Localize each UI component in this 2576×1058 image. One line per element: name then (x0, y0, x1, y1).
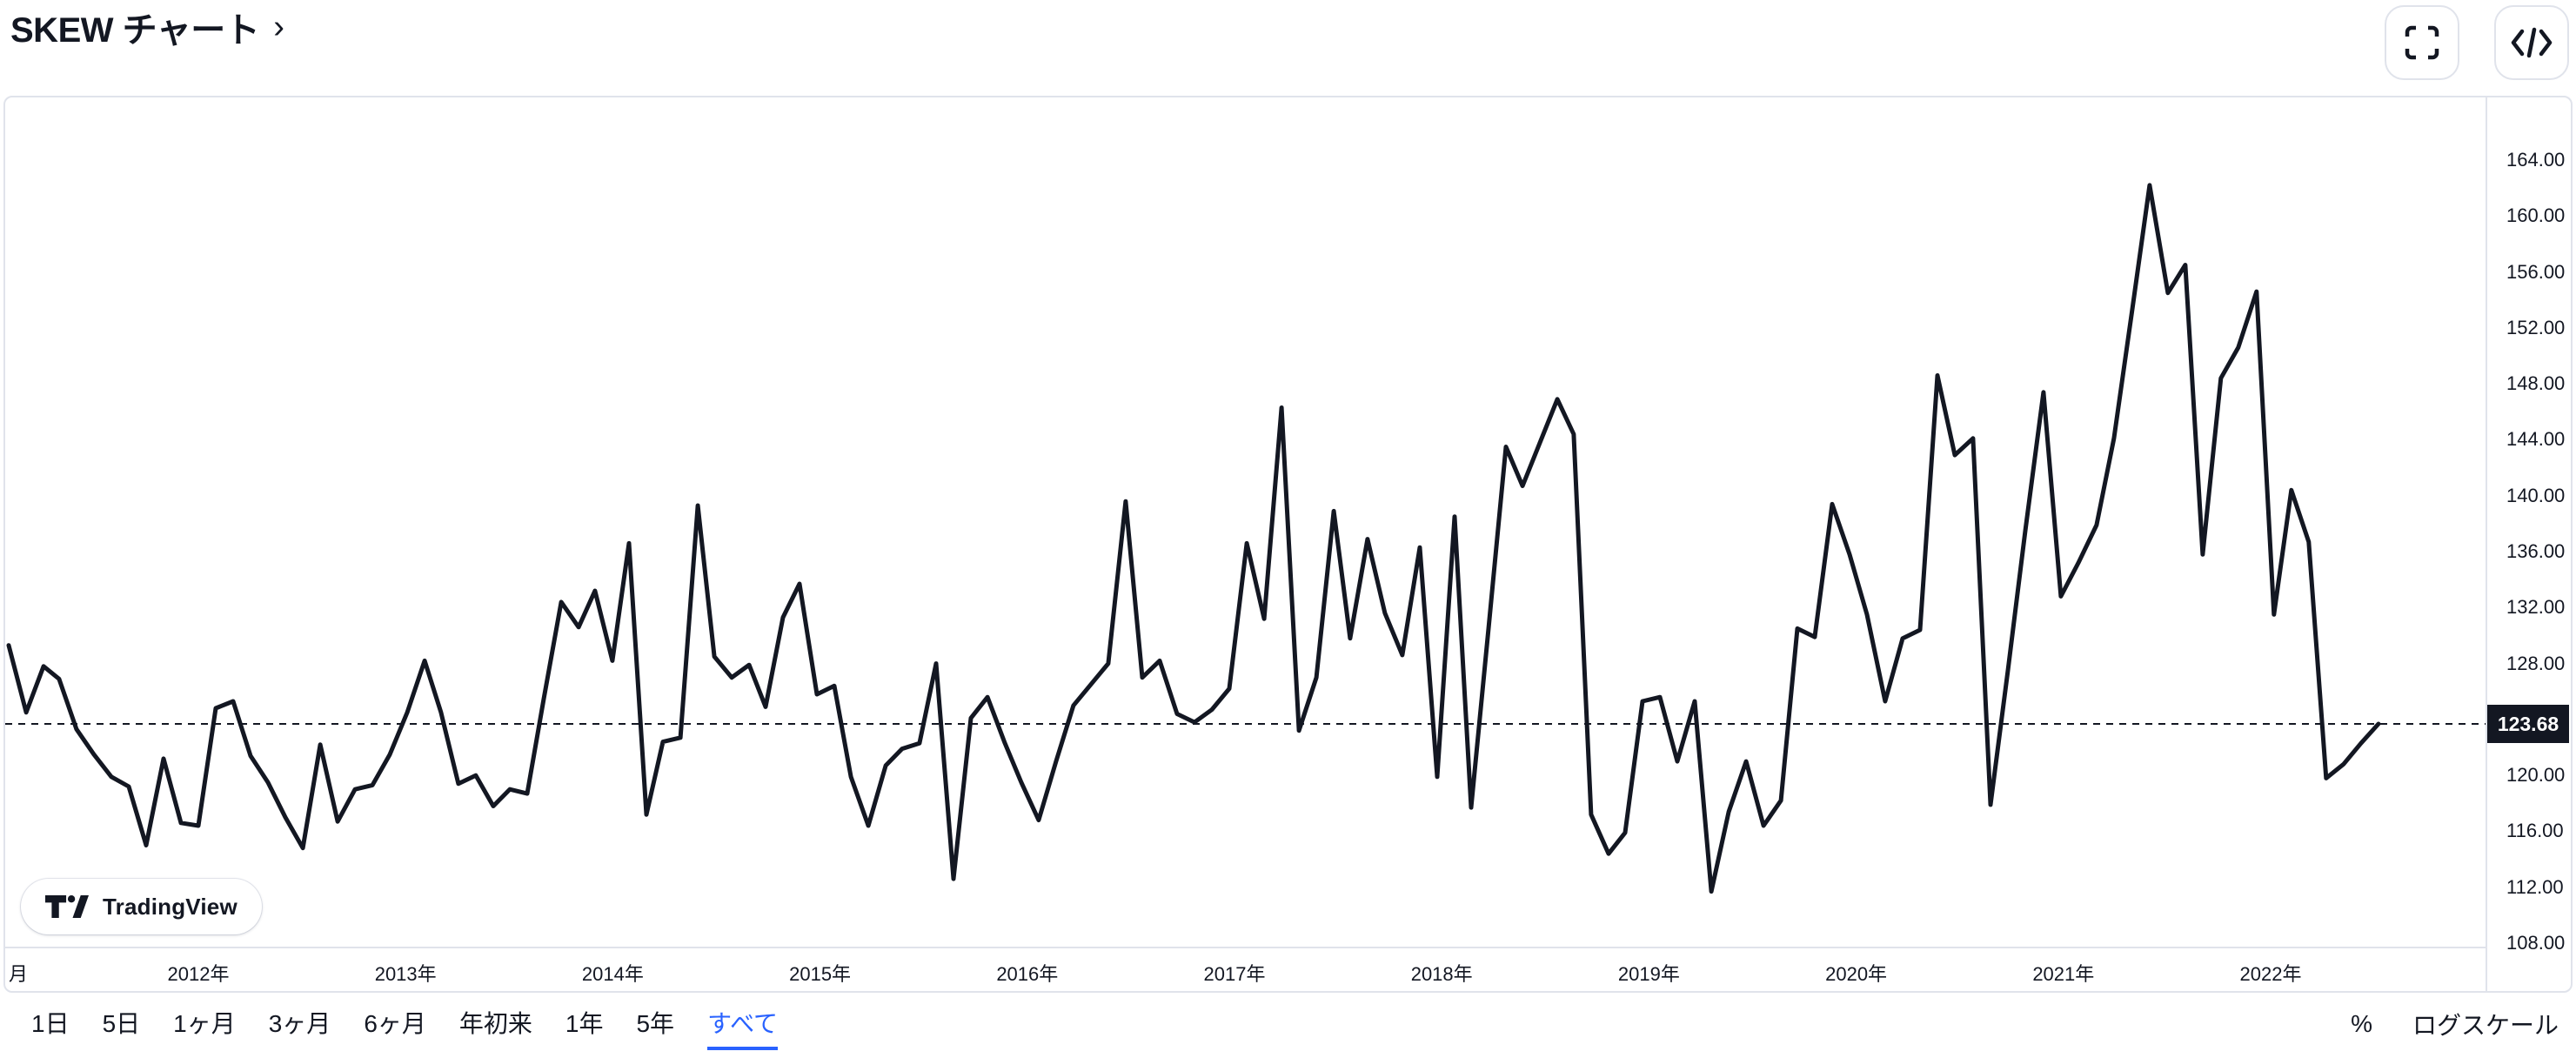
range-toolbar: 1日 5日 1ヶ月 3ヶ月 6ヶ月 年初来 1年 5年 すべて % ログスケール (0, 993, 2576, 1058)
time-tick: 2013年 (374, 963, 437, 985)
tradingview-attribution[interactable]: TradingView (21, 879, 262, 934)
time-tick: 2016年 (996, 963, 1059, 985)
time-tick: 2020年 (1825, 963, 1888, 985)
price-tick: 152.00 (2506, 316, 2566, 338)
price-tick: 128.00 (2506, 652, 2566, 674)
range-button-1m[interactable]: 1ヶ月 (173, 1010, 236, 1037)
price-tick: 136.00 (2506, 540, 2566, 563)
time-tick: 2021年 (2032, 963, 2095, 985)
header: SKEW チャート › (0, 0, 2576, 96)
time-tick: 2012年 (167, 963, 230, 985)
range-button-ytd[interactable]: 年初来 (458, 1010, 532, 1037)
chart-title-link[interactable]: SKEW チャート › (10, 2, 284, 52)
page-title: SKEW チャート (10, 11, 260, 50)
time-tick-partial: 月 (9, 963, 29, 985)
header-buttons (2385, 5, 2569, 80)
range-button-5y[interactable]: 5年 (636, 1010, 675, 1037)
skew-series-line (6, 183, 2381, 894)
range-button-all[interactable]: すべて (707, 1005, 778, 1050)
price-tick: 144.00 (2506, 428, 2566, 451)
time-tick: 2019年 (1617, 963, 1680, 985)
current-price-label: 123.68 (2487, 705, 2569, 744)
price-line-chart[interactable] (5, 97, 2486, 947)
tradingview-logo-icon (45, 895, 89, 918)
code-icon (2511, 27, 2553, 58)
time-axis[interactable]: 月 2012年 2013年 2014年 2015年 2016年 2017年 2018年 2019… (5, 947, 2486, 991)
range-buttons: 1日 5日 1ヶ月 3ヶ月 6ヶ月 年初来 1年 5年 すべて (31, 1005, 778, 1050)
price-tick: 148.00 (2506, 372, 2566, 395)
price-tick: 120.00 (2506, 764, 2566, 787)
time-tick: 2015年 (789, 963, 852, 985)
range-button-3m[interactable]: 3ヶ月 (268, 1010, 331, 1037)
embed-code-button[interactable] (2494, 5, 2569, 80)
price-tick: 164.00 (2506, 149, 2566, 171)
time-tick: 2017年 (1203, 963, 1266, 985)
scale-controls: % ログスケール (2351, 1007, 2559, 1041)
price-tick: 112.00 (2506, 875, 2564, 898)
time-tick: 2014年 (581, 963, 644, 985)
chevron-right-icon: › (273, 8, 284, 45)
price-tick: 108.00 (2506, 932, 2566, 954)
price-tick: 132.00 (2506, 596, 2566, 619)
fullscreen-button[interactable] (2385, 5, 2459, 80)
price-tick: 116.00 (2506, 820, 2564, 842)
range-button-6m[interactable]: 6ヶ月 (364, 1010, 426, 1037)
log-scale-button[interactable]: ログスケール (2412, 1012, 2559, 1039)
range-button-1y[interactable]: 1年 (565, 1010, 604, 1037)
price-axis[interactable]: 123.68 164.00 160.00 156.00 152.00 148.00 144… (2486, 97, 2571, 991)
percent-scale-button[interactable]: % (2351, 1010, 2372, 1037)
fullscreen-icon (2405, 25, 2439, 60)
range-button-5d[interactable]: 5日 (102, 1010, 141, 1037)
range-button-1d[interactable]: 1日 (31, 1010, 70, 1037)
time-tick: 2022年 (2239, 963, 2302, 985)
price-tick: 140.00 (2506, 484, 2566, 506)
chart-widget: TradingView 月 2012年 2013年 2014年 2015年 2016年 20… (3, 96, 2573, 993)
price-tick: 160.00 (2506, 204, 2566, 227)
tradingview-logo-text: TradingView (103, 893, 238, 920)
price-tick: 156.00 (2506, 260, 2566, 283)
time-tick: 2018年 (1410, 963, 1473, 985)
